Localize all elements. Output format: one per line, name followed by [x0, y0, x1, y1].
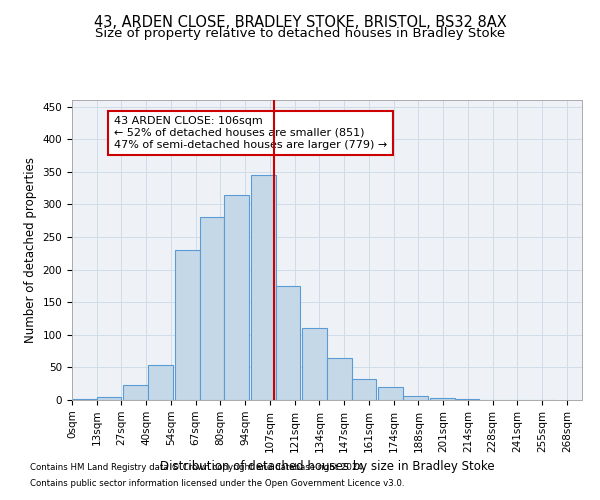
- X-axis label: Distribution of detached houses by size in Bradley Stoke: Distribution of detached houses by size …: [160, 460, 494, 473]
- Bar: [175, 250, 199, 400]
- Text: Size of property relative to detached houses in Bradley Stoke: Size of property relative to detached ho…: [95, 28, 505, 40]
- Bar: [251, 175, 275, 400]
- Bar: [352, 379, 376, 400]
- Bar: [199, 218, 224, 400]
- Bar: [72, 398, 97, 400]
- Bar: [224, 194, 249, 400]
- Text: 43 ARDEN CLOSE: 106sqm
← 52% of detached houses are smaller (851)
47% of semi-de: 43 ARDEN CLOSE: 106sqm ← 52% of detached…: [114, 116, 387, 150]
- Text: Contains public sector information licensed under the Open Government Licence v3: Contains public sector information licen…: [30, 478, 404, 488]
- Bar: [124, 385, 148, 400]
- Bar: [379, 387, 403, 400]
- Text: Contains HM Land Registry data © Crown copyright and database right 2024.: Contains HM Land Registry data © Crown c…: [30, 464, 365, 472]
- Y-axis label: Number of detached properties: Number of detached properties: [24, 157, 37, 343]
- Bar: [430, 398, 455, 400]
- Bar: [97, 396, 121, 400]
- Text: 43, ARDEN CLOSE, BRADLEY STOKE, BRISTOL, BS32 8AX: 43, ARDEN CLOSE, BRADLEY STOKE, BRISTOL,…: [94, 15, 506, 30]
- Bar: [327, 358, 352, 400]
- Bar: [403, 396, 428, 400]
- Bar: [275, 286, 301, 400]
- Bar: [148, 365, 173, 400]
- Bar: [302, 328, 327, 400]
